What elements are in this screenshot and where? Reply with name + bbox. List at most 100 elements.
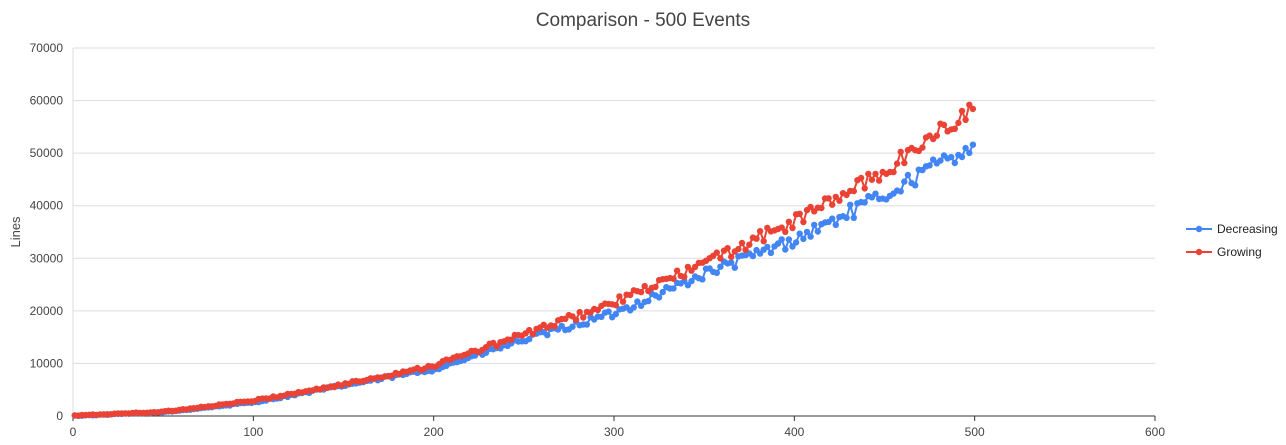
data-point bbox=[764, 243, 771, 251]
data-point bbox=[832, 221, 839, 228]
data-point bbox=[558, 322, 565, 330]
data-point bbox=[807, 203, 814, 211]
data-point bbox=[904, 171, 912, 179]
data-point bbox=[572, 316, 580, 323]
data-point bbox=[594, 306, 601, 314]
legend-label: Decreasing bbox=[1217, 222, 1278, 236]
legend-item-growing[interactable]: Growing bbox=[1186, 245, 1262, 259]
data-point bbox=[800, 218, 807, 226]
data-point bbox=[969, 141, 977, 148]
series-growing bbox=[71, 101, 977, 419]
data-point bbox=[919, 144, 926, 151]
data-point bbox=[619, 298, 627, 305]
data-point bbox=[800, 235, 807, 243]
chart-title: Comparison - 500 Events bbox=[536, 10, 750, 31]
data-point bbox=[897, 148, 904, 156]
data-point bbox=[673, 267, 681, 274]
data-point bbox=[778, 236, 785, 243]
data-point bbox=[962, 116, 969, 124]
data-point bbox=[756, 228, 764, 235]
x-tick-label: 500 bbox=[965, 425, 985, 439]
data-point bbox=[818, 204, 825, 212]
y-tick-label: 10000 bbox=[30, 356, 64, 370]
data-point bbox=[875, 177, 883, 184]
data-point bbox=[850, 187, 857, 195]
data-point bbox=[598, 313, 605, 320]
data-point bbox=[926, 162, 933, 169]
data-point bbox=[857, 174, 865, 182]
legend-label: Growing bbox=[1217, 245, 1262, 259]
data-point bbox=[872, 190, 879, 197]
data-point bbox=[940, 121, 948, 129]
data-point bbox=[836, 197, 843, 204]
data-point bbox=[969, 105, 977, 113]
data-point bbox=[652, 283, 659, 291]
data-point bbox=[544, 331, 551, 339]
data-point bbox=[753, 235, 760, 242]
data-point bbox=[962, 144, 969, 152]
data-point bbox=[749, 252, 757, 260]
data-point bbox=[735, 245, 742, 253]
data-point bbox=[713, 269, 720, 276]
data-point bbox=[645, 297, 652, 305]
data-point bbox=[634, 298, 641, 305]
series-line bbox=[74, 144, 974, 417]
data-point bbox=[933, 132, 940, 139]
data-point bbox=[966, 149, 973, 157]
gridlines bbox=[72, 47, 1155, 417]
data-point bbox=[803, 228, 811, 236]
data-point bbox=[630, 304, 637, 311]
data-point bbox=[807, 233, 814, 240]
data-point bbox=[829, 215, 836, 222]
x-tick-label: 400 bbox=[784, 425, 804, 439]
y-tick-label: 40000 bbox=[30, 199, 64, 213]
data-point bbox=[684, 282, 692, 289]
data-point bbox=[580, 314, 587, 321]
data-point bbox=[796, 210, 803, 217]
series-line bbox=[74, 103, 974, 417]
data-point bbox=[785, 236, 793, 243]
data-point bbox=[529, 330, 536, 338]
data-point bbox=[576, 308, 583, 316]
data-point bbox=[785, 218, 793, 225]
y-tick-label: 60000 bbox=[30, 94, 64, 108]
data-point bbox=[508, 336, 515, 343]
data-point bbox=[616, 293, 623, 300]
series-plot-area bbox=[71, 101, 977, 419]
data-point bbox=[955, 119, 962, 127]
data-point bbox=[893, 160, 901, 167]
data-point bbox=[951, 125, 958, 132]
x-tick-label: 0 bbox=[70, 425, 77, 439]
data-point bbox=[912, 182, 919, 189]
y-tick-label: 20000 bbox=[30, 304, 64, 318]
legend-marker bbox=[1195, 225, 1203, 233]
data-point bbox=[612, 301, 619, 309]
data-point bbox=[868, 176, 876, 183]
data-point bbox=[728, 259, 735, 266]
data-point bbox=[861, 185, 868, 192]
data-point bbox=[760, 238, 767, 245]
data-point bbox=[901, 159, 908, 167]
data-point bbox=[937, 157, 944, 164]
data-point bbox=[948, 153, 955, 161]
legend-marker bbox=[1195, 248, 1203, 256]
data-point bbox=[526, 335, 533, 343]
y-axis-title: Lines bbox=[8, 216, 23, 248]
data-point bbox=[731, 264, 738, 271]
legend-item-decreasing[interactable]: Decreasing bbox=[1186, 222, 1278, 236]
data-point bbox=[688, 277, 695, 285]
data-point bbox=[569, 323, 576, 330]
data-point bbox=[850, 214, 857, 221]
data-point bbox=[551, 323, 558, 330]
y-tick-label: 0 bbox=[56, 409, 63, 423]
data-point bbox=[782, 228, 789, 235]
y-tick-label: 30000 bbox=[30, 251, 64, 265]
data-point bbox=[897, 188, 904, 195]
y-tick-label: 70000 bbox=[30, 41, 64, 55]
legend: Decreasing Growing bbox=[1186, 222, 1278, 259]
data-point bbox=[699, 276, 706, 283]
data-point bbox=[627, 291, 634, 299]
data-point bbox=[778, 224, 785, 231]
data-point bbox=[861, 199, 868, 206]
